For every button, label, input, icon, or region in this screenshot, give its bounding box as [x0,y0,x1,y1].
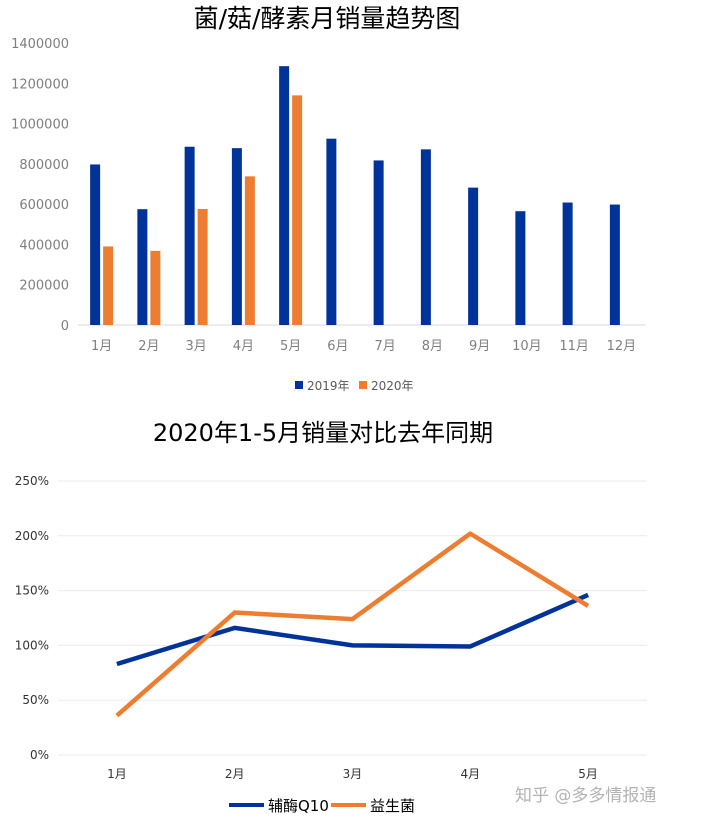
bar-chart-x-axis: 1月 2月 3月 4月 5月 6月 7月 8月 9月 10月 11月 12月 [91,339,636,354]
bar-2019 [231,148,242,325]
y-tick-label: 1200000 [11,77,69,92]
y-tick-label: 400000 [19,238,69,253]
y-tick-label: 600000 [19,198,69,213]
line-chart: 2020年1-5月销量对比去年同期 0%50%100%150%200%250% … [15,419,647,815]
x-tick-label: 3月 [343,767,363,781]
bar-2019 [279,66,290,326]
line-chart-legend: 辅酶Q10 益生菌 [229,797,415,815]
bar-2019 [184,146,195,325]
bar-chart-legend: 2019年 2020年 [295,379,414,393]
bar-2019 [468,187,479,325]
legend-swatch-2020 [359,381,367,389]
bar-2019 [90,164,101,325]
bar-chart-y-axis: 0 200000 400000 600000 800000 1000000 1200000 1… [11,37,69,334]
y-tick-label: 250% [15,474,49,488]
y-tick-label: 200% [15,529,49,543]
y-tick-label: 100% [15,638,49,652]
line-chart-title: 2020年1-5月销量对比去年同期 [153,419,493,447]
y-tick-label: 0 [61,319,69,334]
x-tick-label: 11月 [559,339,589,354]
bar-2019 [562,202,573,325]
bar-2020 [244,176,255,325]
x-tick-label: 6月 [327,339,348,354]
x-tick-label: 12月 [607,339,637,354]
y-tick-label: 0% [30,748,49,762]
bar-2019 [137,209,148,325]
line-chart-x-axis: 1月 2月 3月 4月 5月 [107,767,598,781]
x-tick-label: 5月 [280,339,301,354]
bar-2019 [373,160,384,325]
bar-2020 [197,208,208,325]
watermark-text: 知乎 @多多情报通 [515,786,656,806]
bar-2020 [103,246,114,325]
x-tick-label: 2月 [138,339,159,354]
y-tick-label: 200000 [19,279,69,294]
series-line-coq10 [116,592,590,667]
y-tick-label: 800000 [19,158,69,173]
bar-2019 [420,149,431,325]
legend-label-coq10: 辅酶Q10 [268,797,329,815]
bar-chart-bars [90,66,620,326]
bar-2020 [292,95,303,325]
line-chart-y-axis: 0% 50% 100% 150% 200% 250% [15,474,49,762]
y-tick-label: 1000000 [11,118,69,133]
y-tick-label: 150% [15,584,49,598]
bar-2020 [150,250,161,325]
x-tick-label: 9月 [469,339,490,354]
bar-chart: 菌/菇/酵素月销量趋势图 0 200000 400000 600000 800000 10… [11,4,645,393]
x-tick-label: 8月 [422,339,443,354]
x-tick-label: 3月 [185,339,206,354]
y-tick-label: 50% [22,693,49,707]
bar-2019 [515,211,526,325]
legend-label-2019: 2019年 [307,379,350,393]
legend-label-probiotic: 益生菌 [370,797,415,815]
line-chart-grid [58,480,647,756]
bar-2019 [326,138,337,325]
y-tick-label: 1400000 [11,37,69,52]
series-line-probiotic [115,531,590,718]
bar-2019 [609,204,620,325]
x-tick-label: 7月 [374,339,395,354]
x-tick-label: 4月 [460,767,480,781]
x-tick-label: 1月 [107,767,127,781]
line-chart-series [115,531,590,718]
x-tick-label: 1月 [91,339,112,354]
x-tick-label: 2月 [225,767,245,781]
x-tick-label: 5月 [578,767,598,781]
bar-chart-title: 菌/菇/酵素月销量趋势图 [194,4,461,33]
legend-label-2020: 2020年 [371,379,414,393]
x-tick-label: 10月 [512,339,542,354]
x-tick-label: 4月 [233,339,254,354]
legend-swatch-2019 [295,381,303,389]
